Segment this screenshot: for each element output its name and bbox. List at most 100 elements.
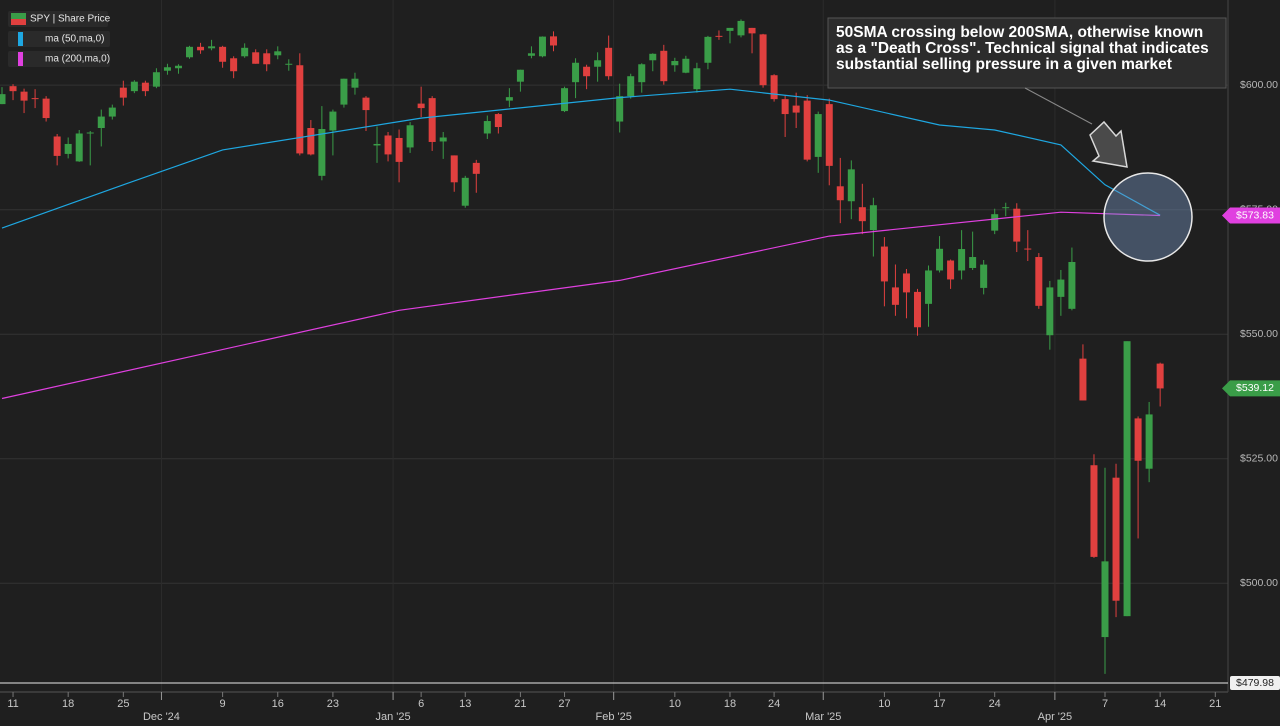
- candle-body: [803, 100, 811, 160]
- month-tick-label: Apr '25: [1038, 711, 1073, 723]
- candle-body: [439, 137, 447, 142]
- price-tag: [1222, 207, 1280, 224]
- candle-body: [737, 20, 745, 36]
- candle-body: [660, 50, 668, 82]
- candle-body: [781, 99, 789, 115]
- candle-body: [152, 72, 160, 87]
- candle-body: [936, 248, 944, 271]
- month-tick-label: Jan '25: [376, 711, 411, 723]
- candle-body: [75, 133, 83, 162]
- x-tick-label: 10: [878, 698, 890, 710]
- x-tick-label: 21: [1209, 698, 1221, 710]
- candle-body: [97, 116, 105, 129]
- candle-body: [671, 61, 679, 66]
- month-tick-label: Mar '25: [805, 711, 841, 723]
- candle-body: [296, 65, 304, 154]
- candle-body: [991, 214, 999, 231]
- legend-label: SPY | Share Price: [30, 14, 111, 25]
- x-tick-label: 17: [933, 698, 945, 710]
- candle-body: [770, 75, 778, 100]
- candle-body: [0, 94, 6, 105]
- candle-body: [483, 121, 491, 134]
- candle-body: [1024, 248, 1032, 250]
- plot-area: [0, 19, 1164, 674]
- candle-body: [384, 135, 392, 155]
- legend-row: [8, 31, 110, 47]
- grid: [0, 0, 1228, 692]
- y-tick-label: $600.00: [1240, 79, 1278, 91]
- candle-body: [406, 125, 414, 148]
- candle-body: [880, 246, 888, 282]
- candle-body: [53, 136, 61, 156]
- candle-body: [20, 91, 28, 101]
- candle-body: [792, 105, 800, 113]
- x-tick-label: 14: [1154, 698, 1166, 710]
- price-tags: $539.12 $573.83: [1222, 207, 1280, 397]
- candle-body: [42, 98, 50, 119]
- candle-body: [307, 128, 315, 155]
- ma-line: [1, 211, 1161, 400]
- candle-body: [241, 47, 249, 57]
- candle-body: [836, 186, 844, 201]
- legend: SPY | Share Price ma (50,ma,0) ma (200,ma,…: [8, 11, 111, 67]
- x-tick-label: 27: [558, 698, 570, 710]
- candle-body: [913, 291, 921, 328]
- y-tick-label: $525.00: [1240, 453, 1278, 465]
- x-tick-label: 9: [220, 698, 226, 710]
- x-tick-label: 23: [327, 698, 339, 710]
- annotation-arrow: [1089, 120, 1128, 168]
- legend-swatch: [18, 52, 23, 66]
- candle-body: [1101, 561, 1109, 638]
- y-tick-label: $479.98: [1236, 677, 1274, 689]
- x-tick-label: 16: [272, 698, 284, 710]
- legend-swatch: [11, 19, 26, 25]
- candle-body: [869, 205, 877, 231]
- candle-body: [230, 58, 238, 72]
- x-tick-label: 25: [117, 698, 129, 710]
- month-tick-label: Feb '25: [596, 711, 632, 723]
- annotation-box: [827, 17, 1227, 89]
- candle-body: [1035, 257, 1043, 306]
- candle-body: [516, 69, 524, 82]
- candle-body: [638, 64, 646, 83]
- candle-body: [538, 36, 546, 57]
- candle-body: [340, 78, 348, 105]
- x-tick-label: 6: [418, 698, 424, 710]
- candle-body: [186, 46, 194, 58]
- annotation-text: substantial selling pressure in a given …: [836, 56, 1172, 73]
- candle-body: [1112, 477, 1120, 601]
- bottom-price-tag: [1230, 676, 1280, 690]
- candle-body: [693, 68, 701, 90]
- x-tick-label: 21: [514, 698, 526, 710]
- candle-body: [1123, 341, 1131, 617]
- candle-body: [263, 53, 271, 65]
- x-tick-label: 18: [62, 698, 74, 710]
- price-tag: [1222, 380, 1280, 397]
- annotation-text: 50SMA crossing below 200SMA, otherwise k…: [836, 24, 1203, 41]
- candle-body: [858, 207, 866, 222]
- candle-body: [395, 137, 403, 162]
- candle-body: [1046, 287, 1054, 336]
- annotation-text: as a "Death Cross". Technical signal tha…: [836, 40, 1209, 57]
- candle-body: [1156, 363, 1164, 389]
- candle-body: [1002, 207, 1010, 209]
- candle-body: [594, 60, 602, 67]
- annotation-leader: [1024, 87, 1093, 125]
- price-tag-label: $539.12: [1236, 382, 1274, 394]
- candle-body: [119, 87, 127, 98]
- candle-body: [1057, 279, 1065, 297]
- legend-swatch: [11, 13, 26, 19]
- candle-body: [108, 107, 116, 117]
- candle-body: [1134, 418, 1142, 461]
- candle-body: [527, 53, 535, 56]
- y-tick-label: $500.00: [1240, 577, 1278, 589]
- annotation: 50SMA crossing below 200SMA, otherwise k…: [836, 24, 1209, 73]
- candle-body: [450, 155, 458, 183]
- x-tick-label: 11: [7, 698, 18, 710]
- candle-body: [947, 260, 955, 280]
- candle-body: [163, 67, 171, 71]
- x-tick-label: 18: [724, 698, 736, 710]
